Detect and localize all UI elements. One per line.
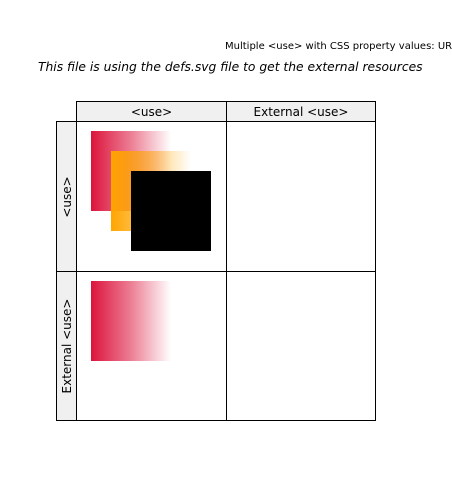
row-header-use: <use> [56,121,77,272]
external-pink-gradient-square [91,281,171,361]
column-header-external-use-label: External <use> [253,104,349,119]
column-header-use-label: <use> [130,104,173,119]
row-header-use-label: <use> [59,175,74,218]
row-header-external-use-label: External <use> [59,298,74,394]
cell-external-external [226,271,376,421]
column-header-external-use: External <use> [226,101,376,122]
black-square [131,171,211,251]
page-subtitle: This file is using the defs.svg file to … [38,60,423,74]
cell-use-external [226,121,376,272]
column-header-use: <use> [76,101,227,122]
page-title: Multiple <use> with CSS property values:… [225,41,452,52]
row-header-external-use: External <use> [56,271,77,421]
